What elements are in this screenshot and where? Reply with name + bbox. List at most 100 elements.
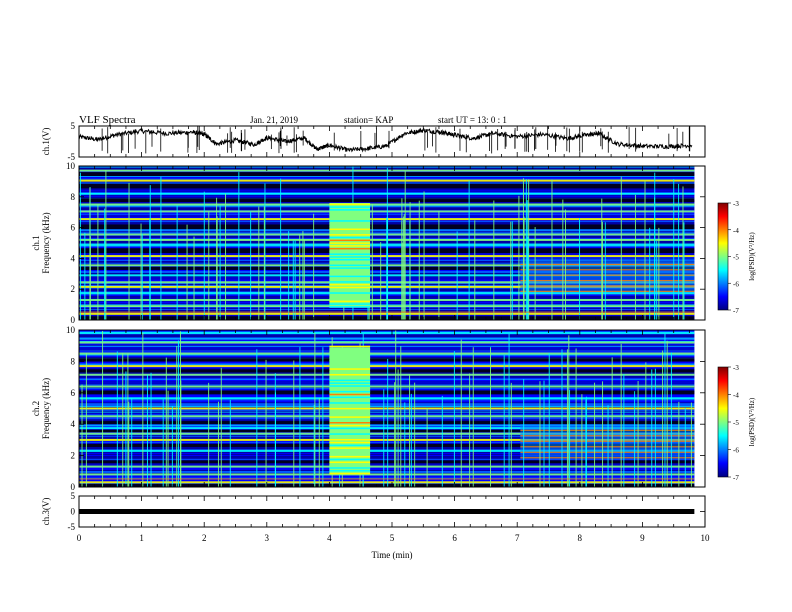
ch2-spectrogram-impulse xyxy=(171,405,173,487)
ch2-spectrogram-impulse xyxy=(256,349,258,487)
ch2-spectrogram-line xyxy=(79,432,695,435)
ch2-spectrogram-stripe xyxy=(79,472,695,474)
ch1-spectrogram-impulse xyxy=(264,183,266,320)
ch1-spectrogram-impulse xyxy=(601,198,603,320)
ch2-spectrogram-line xyxy=(79,438,695,441)
ch2-spectrogram-stripe xyxy=(79,340,695,341)
ch2-spectrogram-line xyxy=(79,415,695,418)
ch2-spectrogram-burst-line xyxy=(329,410,371,413)
ch2-spectrogram-line xyxy=(79,407,695,410)
ch2-spectrogram-burst-line xyxy=(329,348,371,351)
ch1-spectrogram-impulse xyxy=(518,195,520,320)
ch2-spectrogram-impulse xyxy=(85,352,87,487)
ch1-spectrogram-impulse xyxy=(105,169,107,320)
ch3-waveform-ytick-label: -5 xyxy=(68,522,76,532)
ch2-colorbar: -3 -4 -5 -6 -7 log(PSD)(V²/Hz) xyxy=(717,364,756,482)
ch2-spectrogram-impulse xyxy=(318,398,320,487)
ch2-spectrogram-impulse xyxy=(566,349,568,487)
ch2-spectrogram-line xyxy=(79,481,695,484)
ch3-waveform-ytick-label: 0 xyxy=(71,507,76,517)
ch2-spectrogram-impulse xyxy=(662,350,664,487)
ch2-spectrogram-impulse xyxy=(508,333,510,487)
ch2-spectrogram-burst-line xyxy=(329,345,371,348)
ch1-spectrogram-impulse xyxy=(225,193,227,320)
ch2-spectrogram-impulse xyxy=(128,401,130,487)
ch1-spectrogram-stripe xyxy=(79,197,695,199)
ch2-spectrogram-stripe xyxy=(79,418,695,420)
ch1-spectrogram-impulse xyxy=(149,185,151,320)
ch2-spectrogram-stripe xyxy=(79,414,695,416)
ch2-spectrogram-burst-line xyxy=(329,447,371,449)
ch2-spectrogram-stripe xyxy=(79,458,695,460)
ch1-spectrogram-impulse xyxy=(604,222,606,320)
ch1-spectrogram-impulse xyxy=(564,209,566,320)
ch2-spectrogram-stripe xyxy=(79,411,695,413)
ch2-spectrogram-stripe xyxy=(79,437,695,439)
ch2-spectrogram-burst-line xyxy=(329,422,371,424)
ch2-spectrogram-impulse xyxy=(453,351,455,487)
ch2-spectrogram-stripe xyxy=(79,380,695,382)
ch2-spectrogram-impulse xyxy=(177,340,179,487)
ch1-waveform-ylabel: ch.1(V) xyxy=(41,128,51,156)
ch1-spectrogram-stripe xyxy=(79,188,695,190)
ch1-spectrogram-stripe xyxy=(79,190,695,192)
ch1-spectrogram-stripe xyxy=(79,176,695,178)
ch2-spectrogram-burst-line xyxy=(329,354,371,356)
ch2-spectrogram-burst-line xyxy=(329,376,371,379)
ch2-spectrogram-impulse xyxy=(690,402,692,487)
ch1-spectrogram-stripe xyxy=(79,171,695,173)
ch2-spectrogram-impulse xyxy=(503,355,505,487)
ch1-colorbar: -3 -4 -5 -6 -7 log(PSD)(V²/Hz) xyxy=(717,200,756,315)
ch1-spectrogram-impulse xyxy=(523,216,525,320)
ch2-spectrogram-line xyxy=(79,473,695,476)
ch2-spectrogram-burst-line xyxy=(329,461,371,464)
ch1-spectrogram-burst-line xyxy=(329,206,371,208)
ch2-spectrogram-burst-line xyxy=(329,396,371,399)
ch2-spectrogram-colorbar-tick-label: -3 xyxy=(733,364,739,372)
ch1-spectrogram-shift-line xyxy=(520,290,695,292)
ch1-spectrogram-colorbar-tick-label: -3 xyxy=(733,200,739,208)
ch1-spectrogram-impulse xyxy=(403,214,405,320)
ch2-spectrogram-impulse xyxy=(575,348,577,487)
ch2-spectrogram-impulse xyxy=(395,330,397,487)
ch2-spectrogram-axes: 0 2 4 6 8 10 xyxy=(66,325,706,492)
time-axis-tick-label: 10 xyxy=(701,533,711,543)
ch2-spectrogram-burst-line xyxy=(329,444,371,447)
time-axis-tick-label: 8 xyxy=(578,533,583,543)
ch2-spectrogram-impulse xyxy=(510,382,512,487)
ch1-spectrogram-impulse xyxy=(528,179,530,320)
ch2-spectrogram-impulse xyxy=(387,358,389,487)
station-label: station= KAP xyxy=(344,115,393,125)
ch1-spectrogram-impulse xyxy=(438,210,440,320)
ch2-spectrogram-stripe xyxy=(79,471,695,473)
ch2-spectrogram-burst-line xyxy=(329,379,371,382)
ch2-spectrogram-stripe xyxy=(79,409,695,411)
ch2-spectrogram-ytick-label: 8 xyxy=(71,356,76,366)
ch2-spectrogram-burst-line xyxy=(329,433,371,435)
ch1-spectrogram-impulse xyxy=(299,234,301,320)
ch1-spectrogram-stripe xyxy=(79,189,695,191)
ch2-spectrogram-dark-band xyxy=(79,483,695,487)
ch2-spectrogram-impulse xyxy=(602,381,604,487)
ch2-spectrogram-stripe xyxy=(79,368,695,370)
ch2-spectrogram-shift-line xyxy=(520,457,695,459)
ch2-spectrogram-stripe xyxy=(79,375,695,377)
ch2-spectrogram-stripe xyxy=(79,453,695,455)
ch2-spectrogram-stripe xyxy=(79,463,695,465)
ch2-spectrogram-ytick-label: 10 xyxy=(66,325,76,335)
ch1-spectrogram-stripe xyxy=(79,195,695,197)
ch2-spectrogram-stripe xyxy=(79,363,695,365)
ch2-spectrogram-burst-line xyxy=(329,419,371,421)
ch2-spectrogram-stripe xyxy=(79,456,695,458)
ch2-spectrogram-stripe xyxy=(79,454,695,455)
ch2-spectrogram-impulse xyxy=(313,404,315,487)
ch1-spectrogram-impulse xyxy=(219,205,221,320)
ch2-spectrogram-burst-line xyxy=(329,436,371,438)
ch2-spectrogram-dark-band xyxy=(79,460,695,464)
ch1-spectrogram-ytick-label: 10 xyxy=(66,161,76,171)
ch1-spectrogram-burst-line xyxy=(329,234,371,236)
ch2-spectrogram-stripe xyxy=(79,348,695,350)
ch1-spectrogram-stripe xyxy=(79,215,695,217)
ch1-spectrogram-stripe xyxy=(79,208,695,210)
ch2-spectrogram-burst-line xyxy=(329,390,371,393)
